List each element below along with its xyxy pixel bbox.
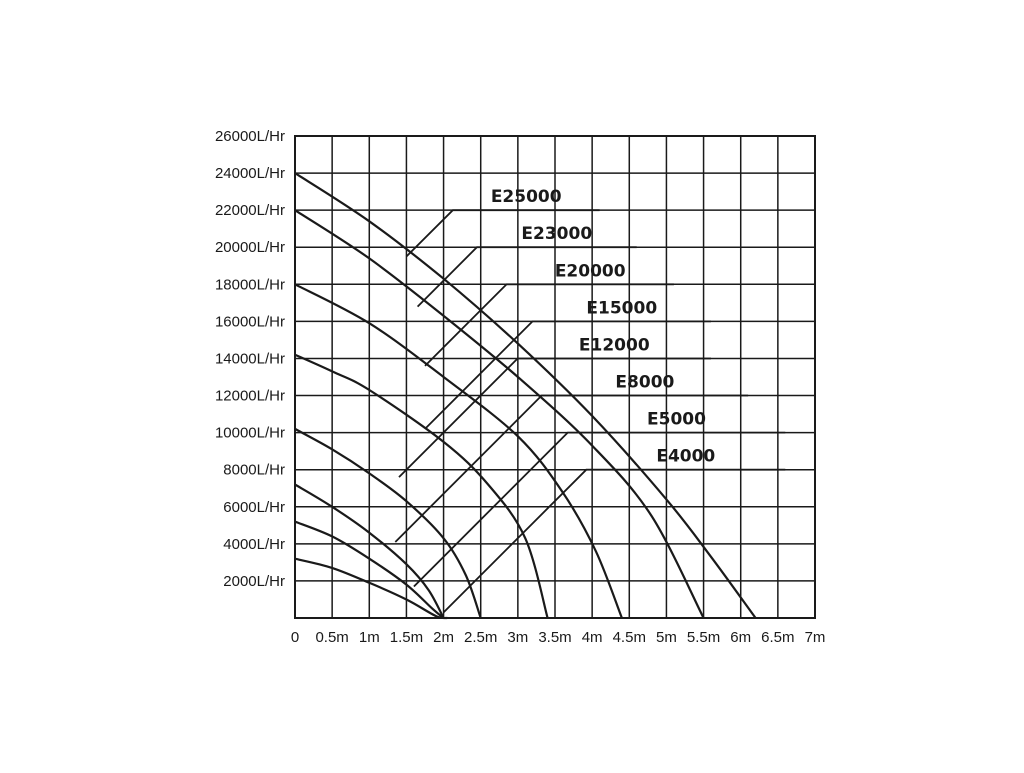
y-axis-ticks: 2000L/Hr 4000L/Hr 6000L/Hr 8000L/Hr 10000L/H… <box>215 128 285 590</box>
series-line-e5000 <box>294 520 445 619</box>
series-line-e8000 <box>294 483 445 619</box>
y-tick-label: 20000L/Hr <box>215 239 285 256</box>
series-label-e12000: E12000 <box>579 336 650 356</box>
series-label-e25000: E25000 <box>491 187 562 207</box>
y-tick-label: 12000L/Hr <box>215 388 285 405</box>
series-label-e8000: E8000 <box>615 373 674 393</box>
x-tick-label: 0 <box>291 629 299 646</box>
series-line-e20000 <box>294 283 623 619</box>
x-tick-label: 2.5m <box>464 629 497 646</box>
series-leader-e12000 <box>398 357 711 478</box>
series-label-e20000: E20000 <box>555 261 626 281</box>
y-tick-label: 22000L/Hr <box>215 202 285 219</box>
x-tick-label: 2m <box>433 629 454 646</box>
y-tick-label: 2000L/Hr <box>223 573 285 590</box>
x-axis-ticks: 0 0.5m 1m 1.5m 2m 2.5m 3m 3.5m 4m 4.5m 5m 5.5m 6m 6.5… <box>291 629 826 646</box>
series-labels: E25000 E23000 E20000 E15000 E12000 E8000 E5000… <box>491 187 716 467</box>
y-tick-label: 8000L/Hr <box>223 462 285 479</box>
x-tick-label: 6.5m <box>761 629 794 646</box>
y-tick-label: 10000L/Hr <box>215 425 285 442</box>
y-tick-label: 14000L/Hr <box>215 350 285 367</box>
x-tick-label: 3.5m <box>538 629 571 646</box>
series-leader-e5000 <box>413 431 786 588</box>
y-tick-label: 6000L/Hr <box>223 499 285 516</box>
y-tick-label: 26000L/Hr <box>215 128 285 145</box>
y-tick-label: 4000L/Hr <box>223 536 285 553</box>
grid <box>294 135 816 619</box>
x-tick-label: 6m <box>730 629 751 646</box>
y-tick-label: 16000L/Hr <box>215 313 285 330</box>
x-tick-label: 5.5m <box>687 629 720 646</box>
series-leader-e4000 <box>442 468 786 614</box>
series-leader-e23000 <box>416 246 637 308</box>
x-tick-label: 7m <box>805 629 826 646</box>
series-line-e15000 <box>294 353 549 619</box>
series-label-e4000: E4000 <box>656 447 715 467</box>
x-tick-label: 4m <box>582 629 603 646</box>
series-leader-e25000 <box>405 209 600 258</box>
y-tick-label: 24000L/Hr <box>215 165 285 182</box>
x-tick-label: 1.5m <box>390 629 423 646</box>
x-tick-label: 5m <box>656 629 677 646</box>
series-label-e23000: E23000 <box>521 224 592 244</box>
x-tick-label: 3m <box>507 629 528 646</box>
series-line-e12000 <box>294 427 482 619</box>
curves <box>294 172 757 620</box>
label-leaders <box>394 209 786 614</box>
x-tick-label: 0.5m <box>315 629 348 646</box>
series-line-e23000 <box>294 209 705 619</box>
x-tick-label: 4.5m <box>613 629 646 646</box>
y-tick-label: 18000L/Hr <box>215 276 285 293</box>
series-leader-e20000 <box>424 283 674 367</box>
series-leader-e8000 <box>394 394 749 543</box>
x-tick-label: 1m <box>359 629 380 646</box>
series-label-e15000: E15000 <box>586 298 657 318</box>
series-line-e25000 <box>294 172 757 619</box>
series-leader-e15000 <box>424 320 711 430</box>
series-label-e5000: E5000 <box>647 410 706 430</box>
series-line-e4000 <box>294 557 448 620</box>
